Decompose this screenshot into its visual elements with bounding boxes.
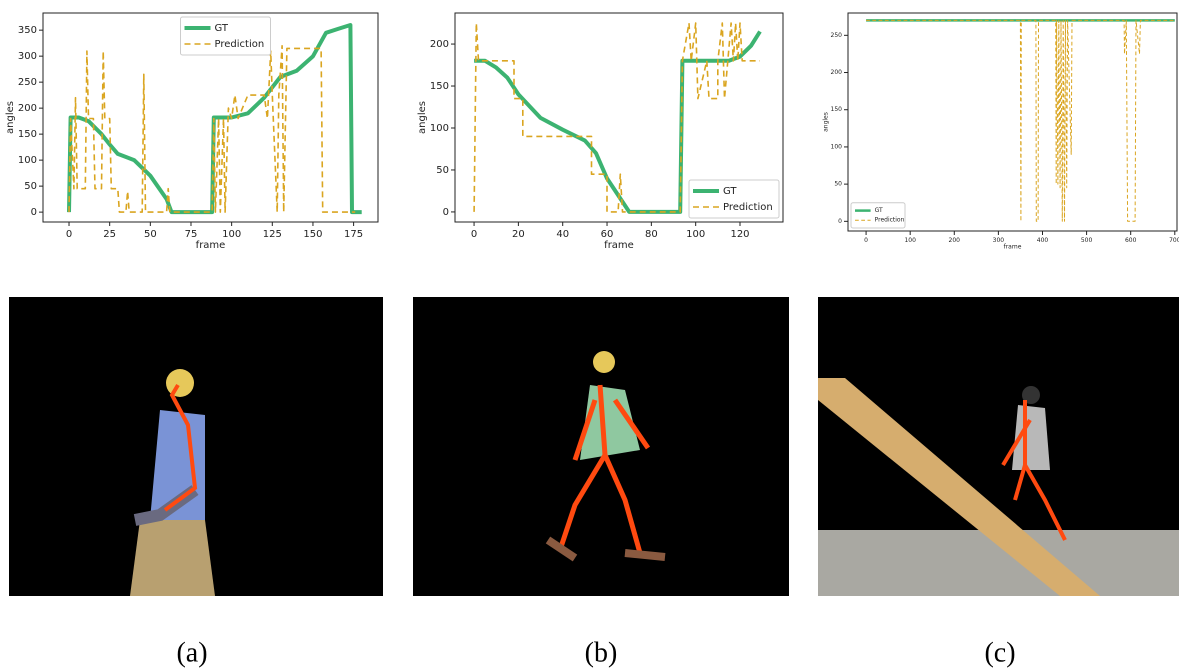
- y-tick-label: 350: [18, 25, 37, 36]
- x-tick-label: 600: [1125, 237, 1137, 244]
- y-axis-label: angles: [5, 101, 16, 134]
- y-tick-label: 250: [831, 32, 843, 39]
- x-tick-label: 75: [185, 229, 198, 240]
- photo-b: [413, 297, 789, 596]
- x-tick-label: 80: [645, 229, 658, 240]
- y-tick-label: 0: [443, 207, 449, 218]
- y-tick-label: 200: [430, 39, 449, 50]
- x-tick-label: 175: [344, 229, 363, 240]
- y-tick-label: 50: [436, 165, 449, 176]
- x-tick-label: 50: [144, 229, 157, 240]
- x-tick-label: 40: [556, 229, 569, 240]
- x-axis-label: frame: [196, 240, 226, 251]
- x-tick-label: 20: [512, 229, 525, 240]
- legend-label: GT: [723, 186, 737, 197]
- x-tick-label: 0: [864, 237, 868, 244]
- y-axis-label: angles: [417, 101, 428, 134]
- x-tick-label: 25: [103, 229, 116, 240]
- y-tick-label: 200: [18, 103, 37, 114]
- x-tick-label: 0: [471, 229, 477, 240]
- caption: (c): [984, 637, 1015, 668]
- y-tick-label: 0: [838, 218, 842, 225]
- x-tick-label: 700: [1169, 237, 1179, 244]
- caption: (b): [585, 637, 618, 668]
- y-tick-label: 250: [18, 77, 37, 88]
- y-tick-label: 50: [24, 181, 37, 192]
- x-axis-label: frame: [604, 240, 634, 251]
- y-axis-label: angles: [822, 112, 829, 132]
- legend-label: Prediction: [215, 39, 265, 50]
- y-tick-label: 200: [831, 69, 843, 76]
- x-tick-label: 100: [686, 229, 705, 240]
- x-tick-label: 200: [949, 237, 961, 244]
- x-tick-label: 300: [993, 237, 1005, 244]
- x-tick-label: 120: [730, 229, 749, 240]
- y-tick-label: 150: [430, 81, 449, 92]
- legend-label: Prediction: [875, 217, 905, 224]
- x-tick-label: 0: [66, 229, 72, 240]
- figure: (a) (b) (c) 0501001502002503003500255075…: [0, 0, 1179, 668]
- photo-c: [818, 297, 1179, 596]
- legend-label: GT: [215, 23, 229, 34]
- x-tick-label: 125: [263, 229, 282, 240]
- caption: (a): [176, 637, 207, 668]
- x-tick-label: 60: [601, 229, 614, 240]
- x-tick-label: 500: [1081, 237, 1093, 244]
- y-tick-label: 150: [18, 129, 37, 140]
- series-line: [866, 20, 1175, 221]
- legend-label: GT: [875, 207, 883, 214]
- x-tick-label: 100: [904, 237, 916, 244]
- x-axis-label: frame: [1004, 243, 1022, 250]
- x-tick-label: 100: [222, 229, 241, 240]
- y-tick-label: 0: [31, 207, 37, 218]
- x-tick-label: 400: [1037, 237, 1049, 244]
- legend-label: Prediction: [723, 202, 773, 213]
- y-tick-label: 100: [831, 143, 843, 150]
- x-tick-label: 150: [303, 229, 322, 240]
- y-tick-label: 100: [430, 123, 449, 134]
- y-tick-label: 150: [831, 106, 843, 113]
- photo-a: [9, 297, 383, 596]
- y-tick-label: 100: [18, 155, 37, 166]
- y-tick-label: 300: [18, 51, 37, 62]
- y-tick-label: 50: [834, 181, 842, 188]
